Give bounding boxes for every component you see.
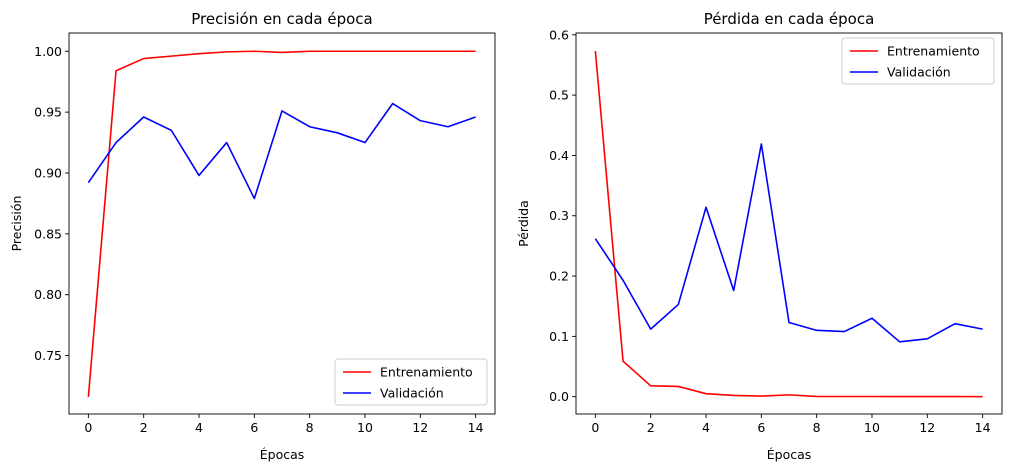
axes-frame [68,32,496,415]
legend-label: Entrenamiento [380,365,473,380]
x-tick-label: 12 [412,420,428,435]
x-tick-label: 4 [702,420,710,435]
y-axis-label: Precisión [9,196,24,252]
y-tick-label: 0.0 [549,389,569,404]
x-tick-label: 12 [919,420,935,435]
x-axis-label: Épocas [260,447,305,462]
legend: Entrenamiento Validación [334,358,488,406]
y-tick-label: 1.00 [34,44,62,59]
y-tick-label: 0.75 [34,348,62,363]
x-tick-label: 8 [813,420,821,435]
series-line-entrenamiento [594,51,983,398]
chart-2: Pérdida en cada época 0 2 4 6 8 10 12 14 0.0 0.1 0.… [516,10,1003,462]
x-tick-label: 2 [140,420,148,435]
series-line-validacion [594,143,983,343]
x-tick-label: 10 [357,420,373,435]
y-tick-label: 0.80 [34,287,62,302]
x-tick-label: 0 [591,420,599,435]
y-tick-label: 0.4 [549,148,569,163]
x-tick-label: 2 [647,420,655,435]
y-tick-label: 0.5 [549,88,569,103]
x-tick-label: 8 [306,420,314,435]
y-tick-label: 0.1 [549,329,569,344]
y-tick-label: 0.95 [34,105,62,120]
y-tick-label: 0.2 [549,269,569,284]
chart-title: Precisión en cada época [191,10,373,28]
y-tick-label: 0.3 [549,208,569,223]
legend-box [334,358,488,406]
y-axis-label: Pérdida [516,200,531,247]
chart-title: Pérdida en cada época [704,10,875,28]
series-line-entrenamiento [87,50,476,398]
legend-label: Validación [380,386,444,401]
legend-label: Validación [887,65,951,80]
x-tick-label: 14 [975,420,991,435]
legend-box [841,37,995,85]
x-tick-label: 0 [84,420,92,435]
series-line-validacion [87,102,476,200]
x-tick-label: 14 [468,420,484,435]
x-axis-label: Épocas [767,447,812,462]
x-tick-label: 6 [250,420,258,435]
axes-frame [575,32,1003,415]
legend: Entrenamiento Validación [841,37,995,85]
x-tick-label: 4 [195,420,203,435]
x-tick-label: 6 [757,420,765,435]
x-tick-label: 10 [864,420,880,435]
legend-label: Entrenamiento [887,44,980,59]
y-tick-label: 0.90 [34,165,62,180]
y-tick-label: 0.6 [549,27,569,42]
chart-1: Precisión en cada época 0 2 4 6 8 10 12 14 0.75 0.… [9,10,496,462]
y-tick-label: 0.85 [34,226,62,241]
